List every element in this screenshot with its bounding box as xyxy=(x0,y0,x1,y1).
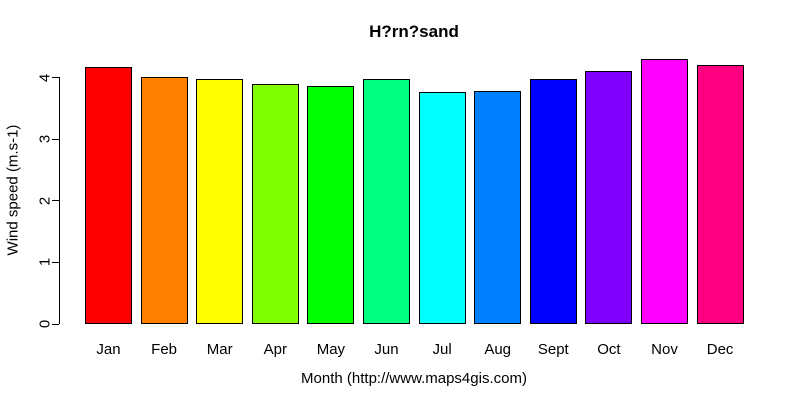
y-tick-mark xyxy=(52,323,59,325)
x-tick-label-jan: Jan xyxy=(96,341,121,358)
x-tick-label-oct: Oct xyxy=(597,341,621,358)
x-tick-label-jun: Jun xyxy=(374,341,399,358)
x-tick-label-apr: Apr xyxy=(263,341,287,358)
bar-jan xyxy=(85,66,132,324)
x-tick-label-aug: Aug xyxy=(484,341,512,358)
y-tick-label: 4 xyxy=(36,73,54,82)
x-tick-label-mar: Mar xyxy=(206,341,233,358)
bar-jun xyxy=(363,79,410,324)
x-tick-label-sept: Sept xyxy=(537,341,569,358)
bar-may xyxy=(307,85,355,324)
bar-mar xyxy=(196,78,244,324)
x-tick-label-feb: Feb xyxy=(151,341,178,358)
bar-dec xyxy=(696,64,744,324)
bar-sept xyxy=(529,78,577,324)
y-tick-label: 0 xyxy=(36,319,54,329)
bar-aug xyxy=(474,90,522,324)
x-axis-label: Month (http://www.maps4gis.com) xyxy=(301,370,527,387)
y-tick-mark xyxy=(52,138,59,140)
x-tick-label-may: May xyxy=(316,341,346,358)
bar-oct xyxy=(585,70,633,324)
x-tick-label-dec: Dec xyxy=(706,341,734,358)
y-tick-mark xyxy=(52,77,59,79)
x-tick-label-nov: Nov xyxy=(651,341,678,358)
y-tick-mark xyxy=(52,261,59,263)
y-tick-mark xyxy=(52,200,59,202)
bar-feb xyxy=(140,76,188,324)
bar-nov xyxy=(641,59,688,324)
x-tick-label-jul: Jul xyxy=(432,341,452,358)
bar-jul xyxy=(418,91,466,324)
y-axis-line xyxy=(59,77,60,324)
y-axis-label: Wind speed (m.s-1) xyxy=(4,124,22,256)
bar-apr xyxy=(251,83,299,324)
y-tick-label: 1 xyxy=(36,258,54,267)
y-tick-label: 3 xyxy=(36,135,54,144)
y-tick-label: 2 xyxy=(36,196,54,205)
chart-title: H?rn?sand xyxy=(369,22,459,41)
